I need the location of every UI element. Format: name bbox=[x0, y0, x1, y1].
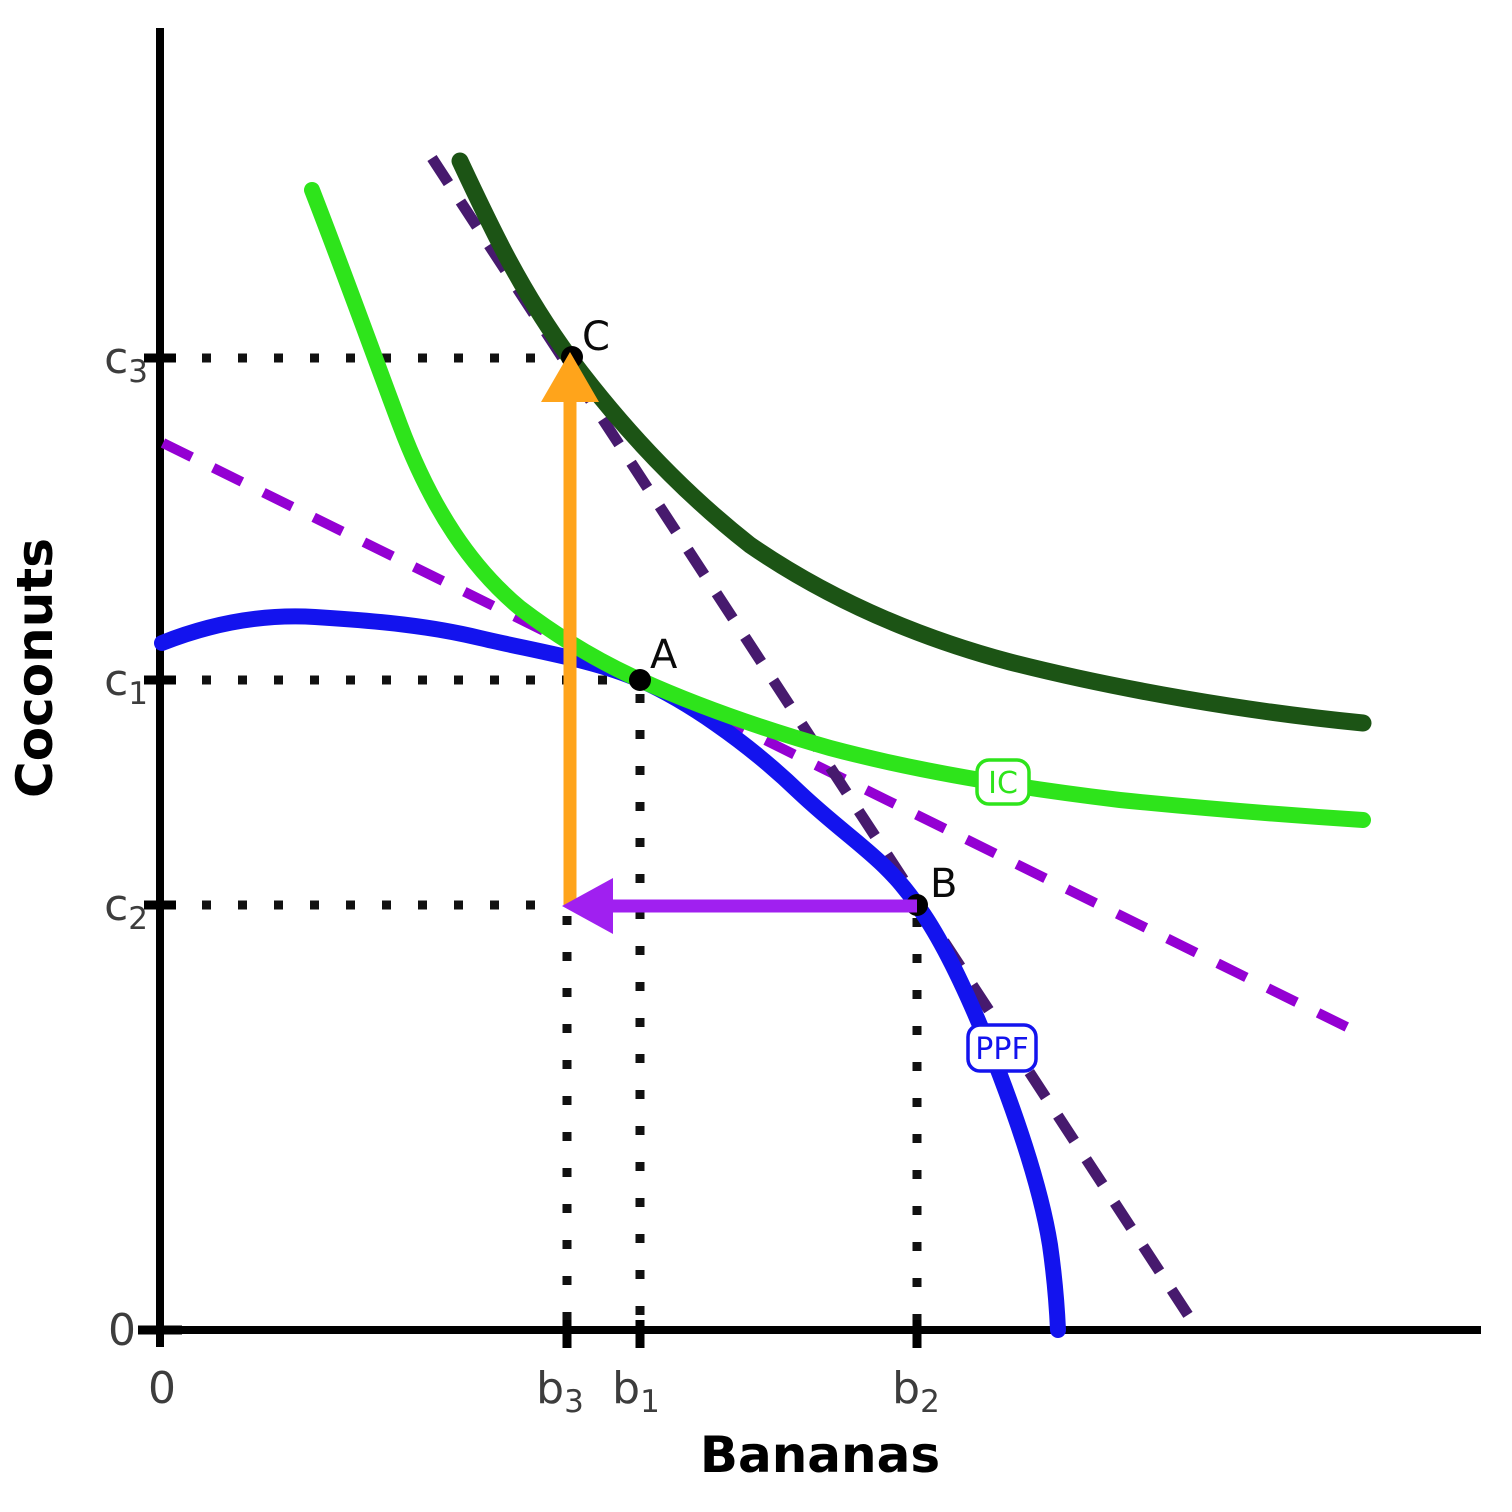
purple-arrow-head bbox=[562, 878, 613, 934]
y-origin-label: 0 bbox=[108, 1305, 136, 1356]
orange-arrow-head bbox=[541, 352, 599, 402]
ic-curve bbox=[304, 182, 1371, 828]
orange-up-arrow bbox=[541, 352, 599, 905]
ppf-curve bbox=[154, 608, 1066, 1338]
x-tick-label-b3: b3 bbox=[536, 1363, 584, 1420]
x-tick-label-b2: b2 bbox=[892, 1363, 940, 1420]
x-tick-label-b1: b1 bbox=[612, 1363, 660, 1420]
point-b-label: B bbox=[930, 861, 957, 907]
point-a-dot bbox=[629, 669, 651, 691]
ppf-label-box-border bbox=[966, 1023, 1038, 1073]
ppf-label-text: PPF bbox=[975, 1032, 1028, 1067]
y-tick-label-c1: c1 bbox=[104, 655, 148, 712]
orange-arrow-shaft bbox=[563, 398, 577, 905]
y-tick-label-c2: c2 bbox=[104, 880, 148, 937]
ppf-label-box: PPF bbox=[966, 1023, 1038, 1073]
y-tick-label-c3: c3 bbox=[104, 333, 148, 390]
ic-label-box-border bbox=[975, 758, 1031, 806]
purple-left-arrow bbox=[562, 878, 917, 934]
point-c-label: C bbox=[582, 314, 610, 360]
ic-label-box: IC bbox=[975, 758, 1031, 806]
purple-arrow-shaft bbox=[610, 899, 917, 913]
y-axis-title: Coconuts bbox=[6, 538, 64, 798]
x-origin-label: 0 bbox=[148, 1363, 176, 1414]
point-a-label: A bbox=[650, 632, 678, 678]
x-axis-title: Bananas bbox=[700, 1426, 940, 1484]
ic-higher-curve bbox=[451, 152, 1372, 732]
tangent-line-at-a bbox=[160, 438, 1366, 1040]
ic-label-text: IC bbox=[988, 766, 1018, 801]
